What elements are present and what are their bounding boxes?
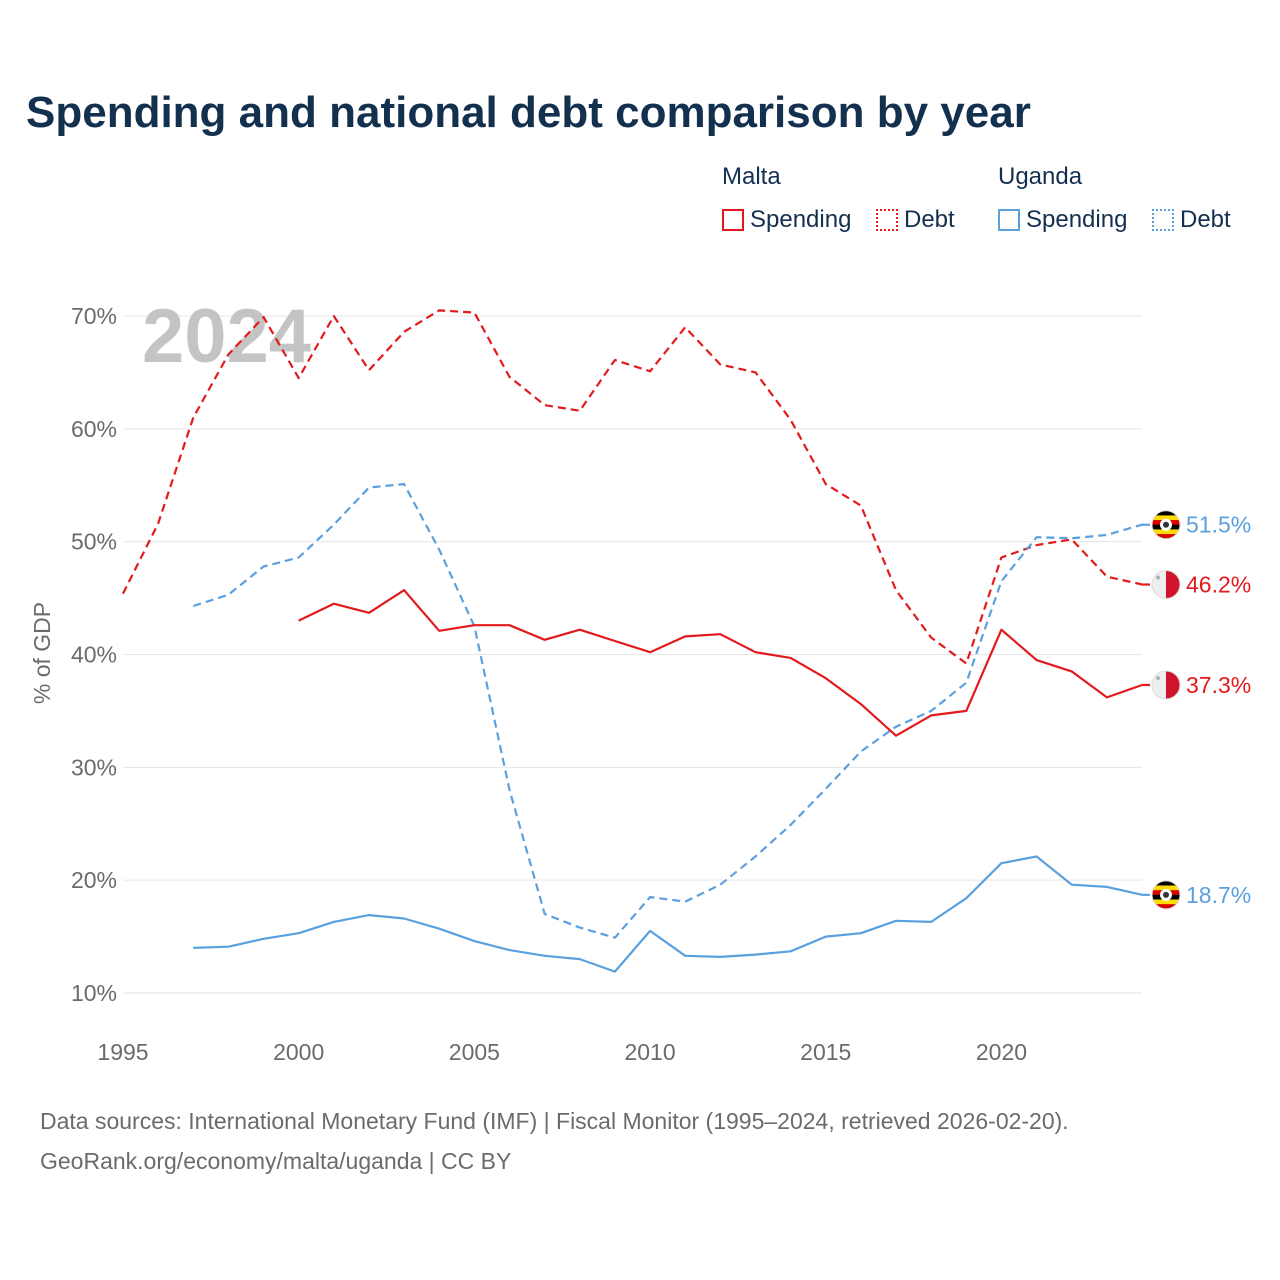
gridlines — [123, 315, 1142, 994]
legend-malta-spending[interactable]: Spending — [722, 205, 851, 235]
legend-uganda-spending[interactable]: Spending — [998, 205, 1127, 235]
legend-swatch-malta-debt — [876, 209, 898, 231]
x-tick-label: 2000 — [273, 1039, 324, 1065]
y-axis-ticks: 10% 20% 30% 40% 50% 60% 70% — [71, 303, 117, 1006]
series-line-uganda-debt[interactable] — [192, 483, 1143, 939]
x-axis-ticks: 1995 2000 2005 2010 2015 2020 — [97, 1039, 1027, 1065]
line-chart: 2024 10% 20% 30% 40% 50% 60% 70% 1995 2000 2005 2… — [29, 294, 1251, 1065]
legend-group-uganda: Uganda — [998, 163, 1083, 190]
year-watermark: 2024 — [142, 294, 311, 379]
series-lines — [122, 309, 1150, 973]
x-tick-label: 2005 — [449, 1039, 500, 1065]
flag-uganda-icon — [1151, 510, 1181, 540]
legend-swatch-uganda-debt — [1152, 209, 1174, 231]
legend-label-malta-spending: Spending — [750, 206, 852, 233]
chart-title: Spending and national debt comparison by… — [26, 88, 1031, 137]
y-tick-label: 60% — [71, 416, 117, 442]
end-label-uganda-spending: 18.7% — [1186, 882, 1251, 908]
y-tick-label: 40% — [71, 642, 117, 668]
y-tick-label: 70% — [71, 303, 117, 329]
flag-malta-icon — [1151, 570, 1181, 600]
legend-swatch-malta-spending — [722, 209, 744, 231]
legend-label-uganda-debt: Debt — [1180, 206, 1231, 233]
legend-group-malta: Malta — [722, 163, 781, 190]
end-label-malta-spending: 37.3% — [1186, 672, 1251, 698]
legend-label-uganda-spending: Spending — [1026, 206, 1128, 233]
y-tick-label: 50% — [71, 529, 117, 555]
legend-malta-debt[interactable]: Debt — [876, 205, 955, 235]
data-source-note: Data sources: International Monetary Fun… — [40, 1108, 1069, 1134]
series-line-uganda-spending[interactable] — [193, 855, 1143, 973]
end-labels: 51.5% 46.2% 37.3% 18.7% — [1151, 510, 1251, 910]
flag-uganda-icon — [1151, 880, 1181, 910]
y-axis-label: % of GDP — [29, 602, 55, 704]
x-tick-label: 2015 — [800, 1039, 851, 1065]
end-label-malta-debt: 46.2% — [1186, 572, 1251, 598]
series-line-malta-spending[interactable] — [298, 589, 1143, 737]
legend-label-malta-debt: Debt — [904, 206, 955, 233]
legend-swatch-uganda-spending — [998, 209, 1020, 231]
flag-malta-icon — [1151, 670, 1181, 700]
y-tick-label: 20% — [71, 867, 117, 893]
y-tick-label: 10% — [71, 980, 117, 1006]
attribution: GeoRank.org/economy/malta/uganda | CC BY — [40, 1148, 512, 1174]
end-label-uganda-debt: 51.5% — [1186, 512, 1251, 538]
x-tick-label: 1995 — [97, 1039, 148, 1065]
y-tick-label: 30% — [71, 754, 117, 780]
series-line-malta-debt[interactable] — [122, 309, 1143, 665]
legend-uganda-debt[interactable]: Debt — [1152, 205, 1231, 235]
x-tick-label: 2020 — [976, 1039, 1027, 1065]
x-tick-label: 2010 — [624, 1039, 675, 1065]
